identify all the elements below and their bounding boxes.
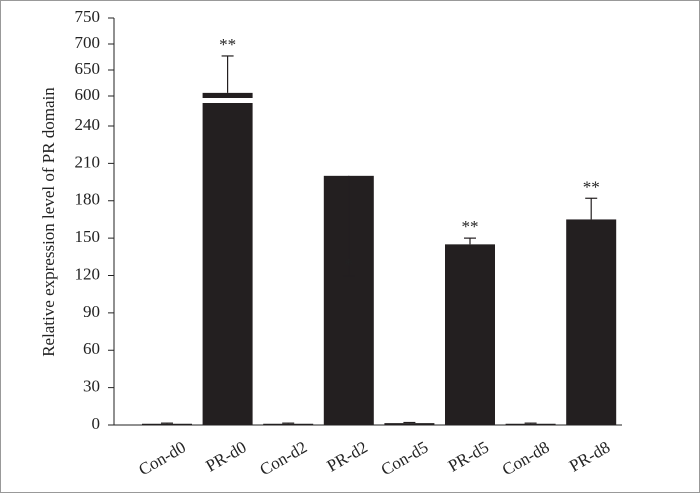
y-tick-label: 240: [75, 115, 101, 134]
significance-label: *: [345, 255, 354, 274]
bar: [142, 423, 192, 425]
y-axis-label: Relative expression level of PR domain: [39, 87, 58, 357]
bar: [445, 244, 495, 425]
y-tick-label: 750: [75, 7, 101, 26]
bar: [263, 423, 314, 425]
y-tick-label: 60: [83, 339, 100, 358]
significance-label: **: [462, 217, 479, 236]
y-tick-label: 30: [83, 377, 100, 396]
bar: [505, 423, 556, 425]
y-tick-label: 700: [75, 33, 101, 52]
significance-label: **: [583, 177, 600, 196]
y-tick-label: 650: [75, 59, 101, 78]
y-tick-label: 210: [75, 152, 101, 171]
bar: [566, 219, 617, 425]
y-tick-label: 0: [92, 414, 101, 433]
bar: [384, 423, 435, 425]
bar: [202, 92, 253, 425]
y-tick-label: 120: [75, 264, 101, 283]
y-tick-label: 90: [83, 302, 100, 321]
y-tick-label: 600: [75, 85, 101, 104]
significance-label: **: [219, 35, 236, 54]
axis-break-gap: [201, 98, 254, 103]
y-tick-label: 180: [75, 190, 101, 209]
y-tick-label: 150: [75, 227, 101, 246]
